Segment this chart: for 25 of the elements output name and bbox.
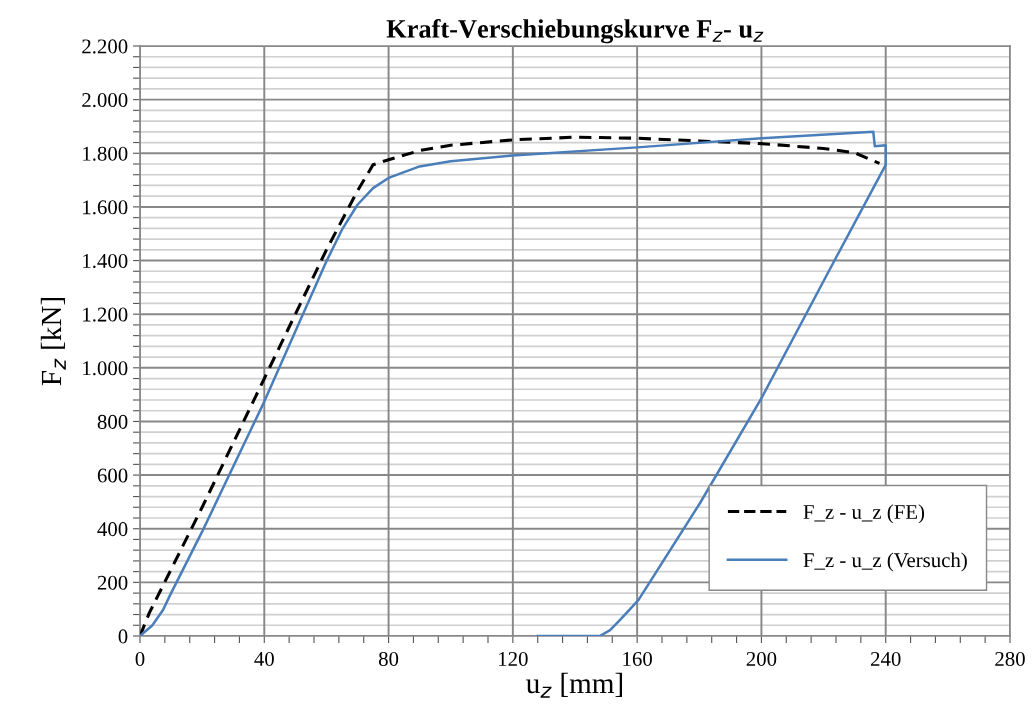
y-tick-label: 600 — [97, 468, 128, 483]
x-tick-label: 80 — [378, 651, 399, 666]
y-tick-label: 400 — [97, 522, 128, 537]
x-tick-label: 200 — [746, 651, 777, 666]
y-tick-label: 200 — [97, 575, 128, 590]
y-tick-label: 1.600 — [83, 200, 128, 215]
y-tick-label: 1.800 — [83, 146, 128, 161]
y-tick-label: 1.000 — [83, 361, 128, 376]
y-tick-label: 1.200 — [83, 307, 128, 322]
legend-label: F_z - u_z (FE) — [803, 504, 925, 524]
legend-label: F_z - u_z (Versuch) — [803, 552, 967, 572]
y-tick-label: 800 — [97, 414, 128, 429]
y-axis-title: F$_{z}$ [kN] — [40, 298, 66, 386]
y-tick-label: 2.000 — [82, 93, 128, 108]
chart-title: Kraft-Verschiebungskurve F$_{z}$- u$_{z}$ — [386, 18, 764, 44]
y-tick-label: 0 — [118, 629, 128, 644]
y-tick-label: 1.400 — [83, 253, 128, 269]
x-tick-label: 0 — [135, 651, 145, 666]
x-tick-label: 40 — [254, 651, 274, 666]
x-tick-label: 120 — [499, 651, 528, 666]
x-tick-label: 280 — [995, 651, 1025, 666]
x-tick-label: 240 — [871, 651, 901, 666]
y-tick-label: 2.200 — [82, 39, 128, 54]
x-axis-title: u$_{z}$ [mm] — [526, 672, 623, 698]
x-tick-label: 160 — [623, 651, 652, 666]
